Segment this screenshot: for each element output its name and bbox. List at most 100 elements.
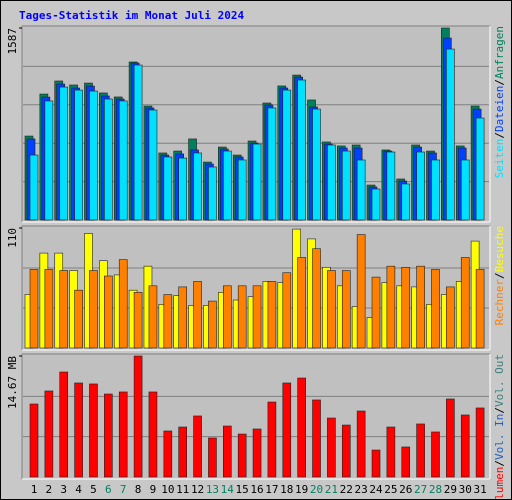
x-tick-label: 26 (399, 483, 412, 496)
bar (148, 109, 158, 221)
bar (356, 159, 366, 221)
bar (208, 300, 217, 349)
bar (104, 393, 113, 478)
bar (29, 269, 39, 349)
bar (44, 269, 54, 349)
legend: Rechner/Besuche (493, 226, 506, 325)
x-tick-label: 17 (265, 483, 278, 496)
bar (74, 289, 83, 349)
x-tick-label: 19 (295, 483, 308, 496)
y-tick-label: 1587 (6, 28, 19, 55)
x-tick-label: 30 (459, 483, 472, 496)
bar (475, 407, 485, 478)
bar (431, 269, 440, 349)
bar (223, 285, 232, 349)
bar (148, 391, 158, 478)
bar (386, 426, 396, 478)
bar (104, 98, 113, 221)
legend: Seiten/Dateien/Anfragen (493, 26, 506, 178)
legend-separator: / (493, 79, 506, 86)
bar (460, 257, 470, 349)
bar (59, 86, 69, 221)
bar (252, 285, 262, 349)
x-tick-label: 27 (414, 483, 427, 496)
bar (431, 159, 440, 221)
bar (312, 108, 321, 221)
x-tick-label: 4 (75, 483, 82, 496)
bar (29, 403, 39, 478)
bar (297, 257, 306, 349)
x-tick-label: 29 (444, 483, 457, 496)
bar (223, 150, 232, 221)
bar (282, 382, 292, 478)
x-tick-label: 22 (340, 483, 353, 496)
x-tick-label: 10 (161, 483, 174, 496)
bar (297, 377, 306, 478)
legend: Volumen/Vol. In/Vol. Out (493, 354, 506, 500)
bar (208, 166, 217, 221)
bar (118, 391, 128, 478)
x-tick-label: 31 (473, 483, 486, 496)
legend-entry: Rechner (493, 279, 506, 326)
bar (312, 248, 321, 349)
x-tick-label: 14 (221, 483, 235, 496)
bar (475, 269, 485, 349)
x-tick-label: 7 (120, 483, 127, 496)
bar (267, 281, 277, 349)
bar (193, 281, 202, 349)
bar (133, 355, 143, 478)
bar (341, 150, 351, 221)
y-tick-label: 110 (6, 228, 19, 248)
bar (327, 144, 336, 221)
bar (386, 265, 396, 349)
bar (460, 159, 470, 221)
bar (297, 79, 306, 221)
x-tick-label: 25 (384, 483, 397, 496)
x-tick-label: 23 (355, 483, 368, 496)
x-tick-label: 21 (325, 483, 338, 496)
bar (74, 382, 83, 478)
bar (416, 423, 425, 478)
x-tick-label: 9 (150, 483, 157, 496)
bar (118, 100, 128, 221)
bar (208, 437, 217, 478)
bar (59, 371, 69, 478)
bar (133, 292, 143, 349)
bar (267, 401, 277, 478)
bar (341, 424, 351, 478)
x-tick-label: 28 (429, 483, 442, 496)
bar (193, 152, 202, 221)
legend-entry: Vol. In (493, 414, 506, 460)
bar (252, 143, 262, 221)
bar (118, 259, 128, 349)
x-tick-label: 5 (90, 483, 97, 496)
bar (59, 270, 69, 349)
bar (475, 117, 485, 221)
bar (446, 48, 455, 221)
bar (460, 414, 470, 478)
bar (371, 276, 381, 349)
bar (371, 188, 381, 221)
x-tick-label: 11 (176, 483, 189, 496)
x-tick-label: 3 (60, 483, 67, 496)
bar (163, 294, 173, 349)
bar (89, 383, 98, 478)
legend-separator: / (493, 272, 506, 279)
bar (223, 425, 232, 478)
bar (356, 234, 366, 349)
x-tick-label: 13 (206, 483, 219, 496)
x-tick-label: 2 (46, 483, 53, 496)
bar (178, 426, 187, 478)
legend-entry: Besuche (493, 226, 506, 272)
x-tick-label: 24 (369, 483, 383, 496)
y-tick-label: 14.67 MB (6, 356, 19, 409)
x-tick-label: 20 (310, 483, 323, 496)
bar (237, 285, 247, 349)
x-tick-label: 16 (250, 483, 263, 496)
bar (446, 398, 455, 478)
legend-entry: Volumen (493, 467, 506, 500)
legend-entry: Vol. Out (493, 354, 506, 407)
bar (237, 159, 247, 221)
